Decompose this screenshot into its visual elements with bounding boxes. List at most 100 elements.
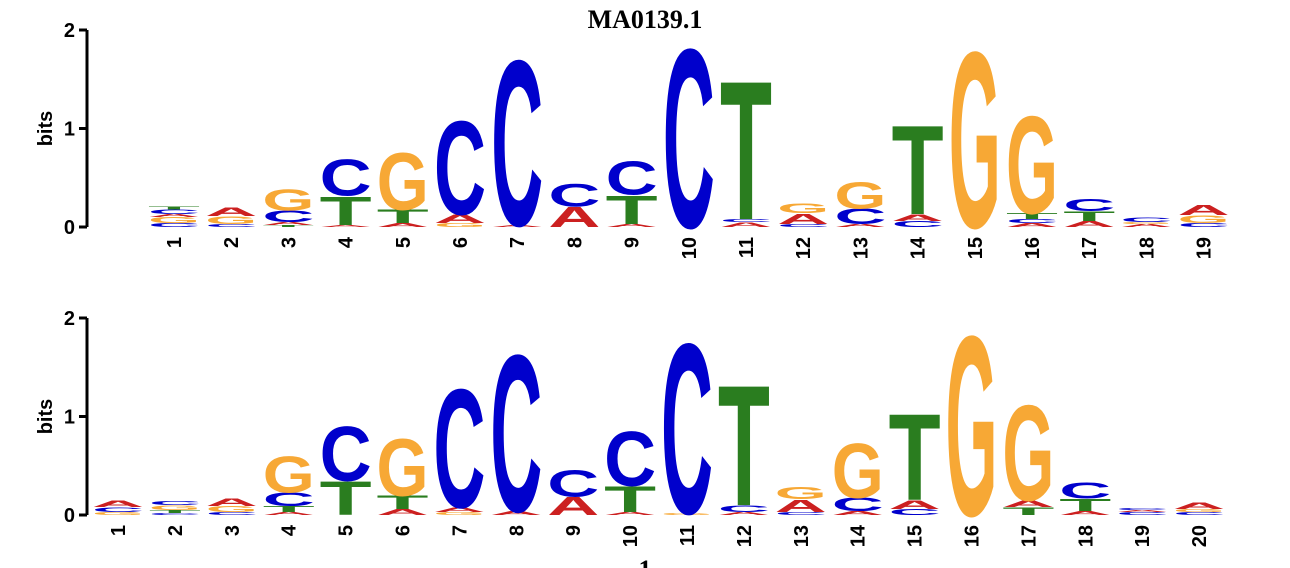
logo-letter-G: G	[149, 504, 201, 512]
x-tick-label: 20	[1189, 525, 1211, 547]
x-tick-label: 17	[1079, 237, 1101, 259]
x-tick-label: 12	[793, 237, 815, 259]
logo-letter-C: C	[263, 489, 315, 510]
logo-letter-A: A	[320, 225, 372, 228]
logo-letter-C: C	[1116, 508, 1168, 511]
logo-letter-C: C	[1063, 196, 1115, 216]
x-tick-label: 13	[791, 525, 813, 547]
logo-letter-G: G	[1002, 377, 1054, 529]
x-tick-label: 12	[734, 525, 756, 547]
logo-letter-C: C	[548, 176, 600, 213]
logo-letter-G: G	[661, 513, 713, 516]
logo-letter-T: T	[1059, 495, 1111, 515]
x-tick-label: 11	[677, 525, 699, 546]
logo-letter-C: C	[148, 222, 200, 228]
x-tick-label: 6	[450, 237, 472, 248]
x-tick-label: 16	[1022, 237, 1044, 259]
logo-letter-A: A	[1002, 499, 1054, 510]
x-tick-label: 4	[279, 524, 301, 536]
x-tick-label: 18	[1075, 525, 1097, 547]
logo-letter-A: A	[491, 225, 543, 228]
logo-letter-G: G	[205, 214, 257, 226]
logo-letter-A: A	[206, 496, 258, 508]
x-tick-label: 7	[449, 525, 471, 536]
logo-letter-T: T	[1006, 212, 1058, 221]
x-tick-label: 16	[962, 525, 984, 547]
logo-letter-A: A	[1120, 223, 1172, 228]
logo-letter-G: G	[148, 216, 200, 225]
logo-letter-A: A	[1059, 510, 1111, 516]
logo-letter-G: G	[832, 427, 884, 514]
logo-letter-A: A	[889, 498, 941, 512]
x-tick-label: 18	[1136, 237, 1158, 259]
logo-letter-A: A	[1178, 202, 1230, 219]
x-tick-label: 15	[905, 525, 927, 547]
logo-letter-A: A	[262, 221, 314, 226]
logo-letter-C: C	[889, 508, 941, 517]
logo-letter-G: G	[262, 183, 314, 217]
x-tick-label: 6	[393, 525, 415, 536]
logo-letter-T: T	[720, 41, 772, 262]
logo-letter-A: A	[604, 511, 656, 516]
x-tick-label: 4	[336, 236, 358, 248]
y-tick-label: 2	[64, 308, 75, 330]
x-tick-label: 14	[848, 524, 870, 547]
y-axis-label: bits	[35, 111, 57, 147]
logo-letter-A: A	[775, 496, 827, 516]
logo-letter-C: C	[490, 309, 542, 559]
logo-letter-A: A	[606, 223, 658, 228]
logo-letter-G: G	[377, 135, 429, 227]
logo-letter-T: T	[149, 509, 201, 514]
y-tick-label: 2	[64, 20, 75, 42]
logo-letter-A: A	[433, 506, 485, 514]
logo-letter-G: G	[949, 0, 1001, 282]
x-tick-label: 14	[908, 236, 930, 259]
logo-letter-A: A	[832, 510, 884, 516]
logo-letter-A: A	[892, 213, 944, 224]
logo-letter-A: A	[377, 222, 429, 228]
logo-letter-T: T	[604, 479, 656, 520]
logo-letter-C: C	[148, 208, 200, 216]
logo-letter-C: C	[777, 223, 829, 228]
logo-letter-A: A	[718, 511, 770, 516]
logo-letter-C: C	[718, 503, 770, 514]
x-tick-label: 9	[563, 525, 585, 536]
logo-letter-A: A	[547, 492, 599, 521]
logo-letter-G: G	[946, 282, 998, 568]
x-tick-label: 17	[1018, 525, 1040, 547]
logo-letter-A: A	[263, 511, 315, 516]
logo-letter-A: A	[548, 201, 600, 233]
logo-letter-C: C	[661, 293, 713, 566]
logo-letter-T: T	[892, 99, 944, 241]
logo-letter-T: T	[148, 206, 200, 211]
logo-letter-A: A	[834, 223, 886, 228]
logo-letter-G: G	[377, 421, 429, 513]
logo-letter-C: C	[320, 410, 372, 497]
logo-letter-C: C	[149, 500, 201, 506]
logo-panel-top: 012bitsCGACT1CGA2TACG3ATC4ATG5GAC6AC7AC8…	[35, 0, 1230, 282]
logo-letter-G: G	[92, 511, 144, 516]
footer-label: 1	[639, 555, 652, 568]
logo-letter-G: G	[263, 445, 315, 503]
logo-letter-A: A	[1063, 220, 1115, 229]
logo-letter-C: C	[433, 354, 485, 544]
logo-letter-C: C	[1120, 216, 1172, 224]
x-tick-label: 8	[506, 525, 528, 536]
logo-letter-A: A	[377, 508, 429, 517]
logo-letter-C: C	[834, 205, 886, 229]
x-tick-label: 19	[1132, 525, 1154, 547]
logo-letter-G: G	[434, 222, 486, 228]
logo-letter-A: A	[148, 213, 200, 218]
logo-letter-T: T	[377, 492, 429, 513]
x-tick-label: 3	[278, 237, 300, 248]
logo-panel-bottom: 012bitsGCA1CTGC2CGA3ATCG4TC5ATG6GAC7AC8A…	[35, 282, 1225, 568]
logo-letter-T: T	[606, 188, 658, 233]
logo-letter-C: C	[606, 151, 658, 204]
logo-letter-G: G	[775, 484, 827, 504]
x-tick-label: 3	[222, 525, 244, 536]
x-tick-label: 5	[336, 525, 358, 536]
logo-letter-T: T	[1063, 209, 1115, 224]
logo-letter-C: C	[434, 93, 486, 243]
logo-letter-A: A	[720, 221, 772, 229]
